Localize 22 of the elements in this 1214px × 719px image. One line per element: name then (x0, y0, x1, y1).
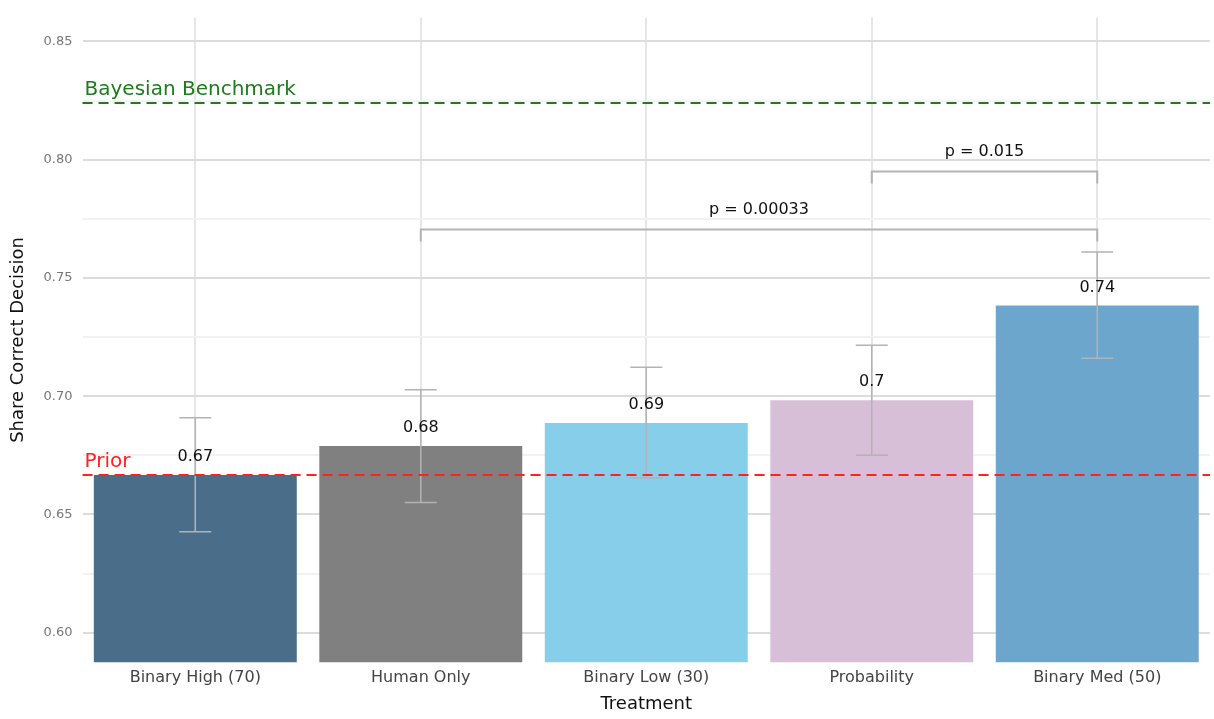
y-tick-label: 0.60 (43, 624, 73, 640)
y-tick-label: 0.85 (43, 32, 73, 48)
annotation: p = 0.015 (944, 140, 1025, 160)
ref-line-label: Prior (84, 448, 132, 473)
data-label: 0.7 (859, 371, 885, 391)
y-tick-label: 0.75 (43, 269, 73, 285)
x-tick-label: Human Only (371, 666, 471, 686)
ref-line-label: Bayesian Benchmark (84, 76, 297, 101)
y-tick-label: 0.80 (43, 151, 73, 167)
data-label: 0.67 (177, 446, 214, 466)
annotation: p = 0.00033 (709, 198, 809, 218)
y-axis-title: Share Correct Decision (6, 237, 28, 443)
y-tick-label: 0.70 (43, 387, 73, 403)
data-label: 0.69 (628, 394, 665, 414)
x-axis-title: Treatment (599, 691, 693, 713)
x-tick-label: Binary Med (50) (1033, 666, 1162, 686)
x-tick-label: Probability (829, 666, 915, 686)
y-tick-label: 0.65 (43, 505, 73, 521)
data-label: 0.74 (1079, 276, 1116, 296)
data-label: 0.68 (402, 417, 439, 437)
x-tick-label: Binary High (70) (129, 666, 261, 686)
x-tick-label: Binary Low (30) (583, 666, 710, 686)
